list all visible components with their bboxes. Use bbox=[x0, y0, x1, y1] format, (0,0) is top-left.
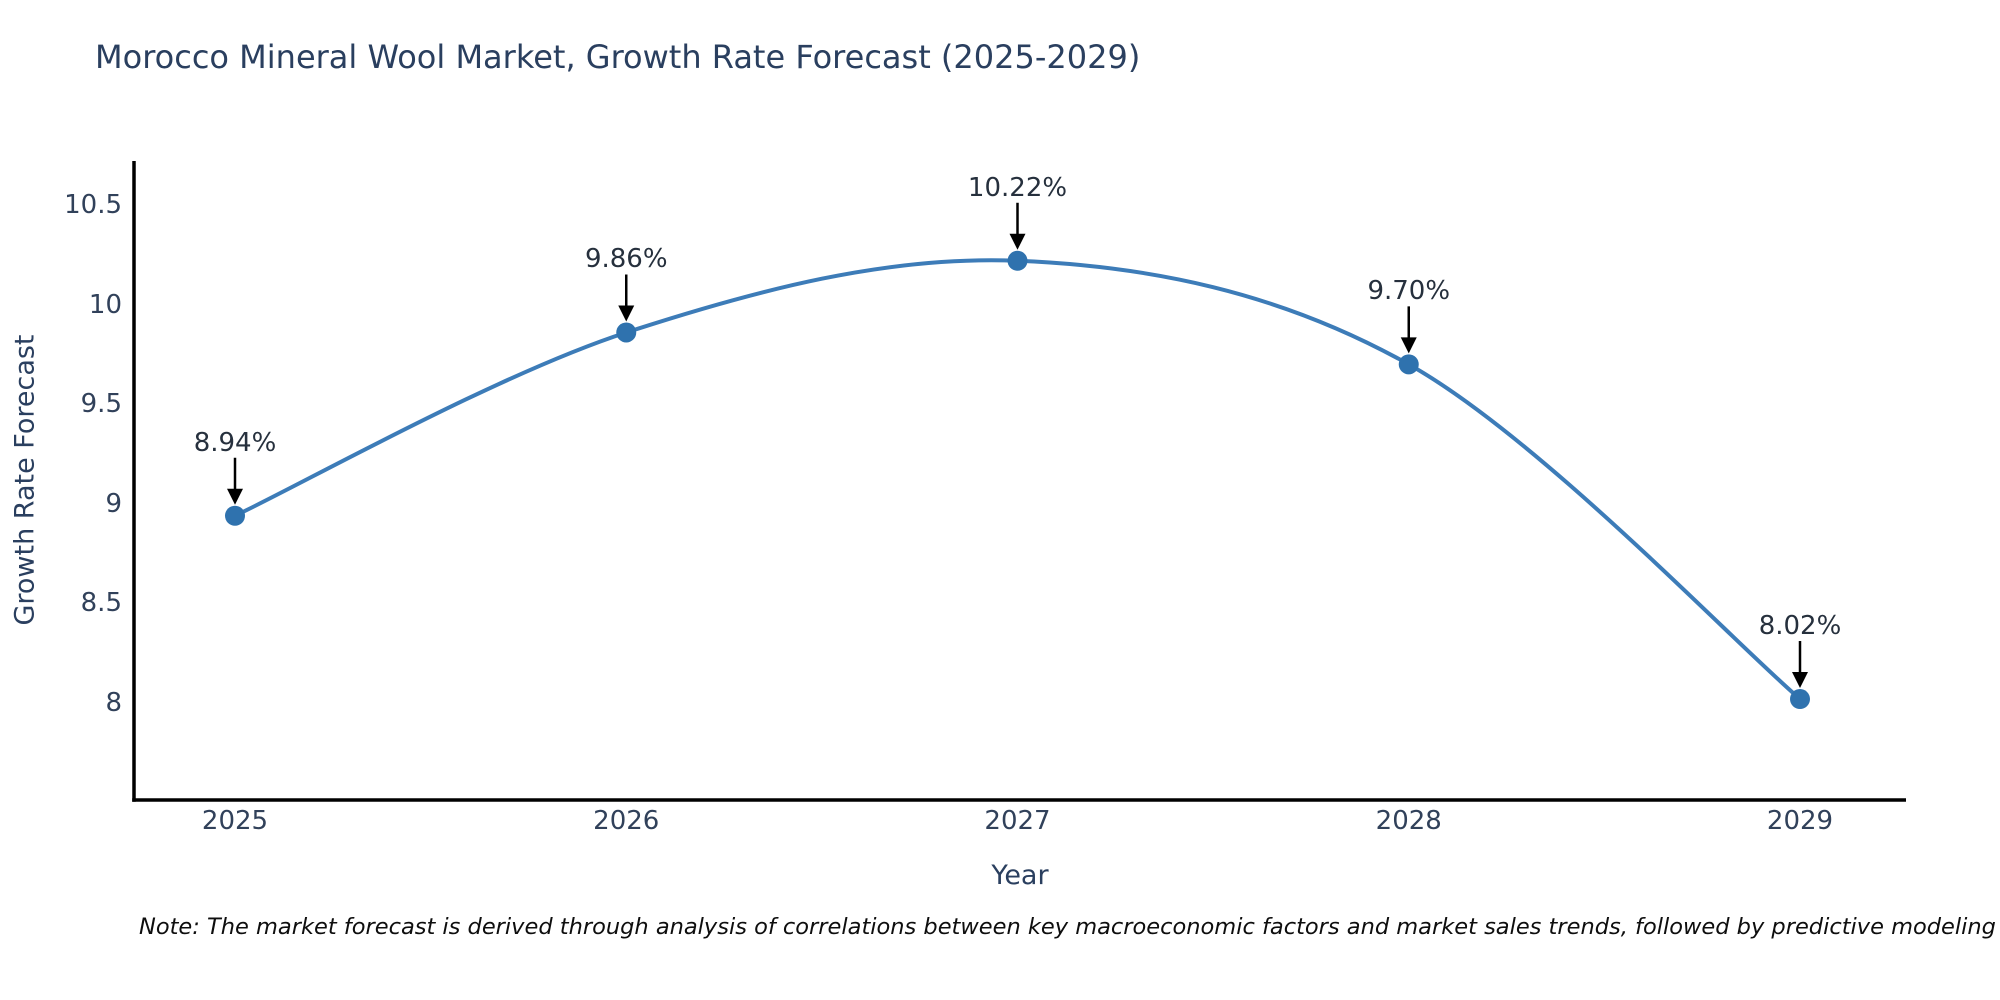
trend-line bbox=[233, 258, 1802, 702]
chart-title: Morocco Mineral Wool Market, Growth Rate… bbox=[95, 38, 1141, 76]
x-axis-title: Year bbox=[991, 860, 1049, 891]
point-annotation-label: 8.94% bbox=[193, 427, 277, 458]
data-point-marker bbox=[616, 322, 637, 343]
point-annotation-label: 8.02% bbox=[1758, 611, 1842, 642]
annotation-arrow-head bbox=[1400, 337, 1417, 354]
y-tick-label: 8.5 bbox=[80, 588, 122, 619]
x-tick-label: 2027 bbox=[984, 806, 1051, 836]
point-annotation-label: 9.86% bbox=[584, 244, 668, 275]
point-annotation-label: 9.70% bbox=[1367, 276, 1451, 307]
footnote: Note: The market forecast is derived thr… bbox=[139, 914, 2000, 940]
data-point-markers bbox=[225, 250, 1810, 710]
x-tick-label: 2026 bbox=[593, 806, 660, 836]
data-point-marker bbox=[1398, 354, 1419, 375]
y-tick-label: 10.5 bbox=[64, 190, 122, 220]
data-point-marker bbox=[1790, 689, 1810, 710]
data-point-marker bbox=[1007, 250, 1028, 271]
annotation-arrow-head bbox=[1009, 233, 1026, 250]
y-tick-label: 8 bbox=[105, 688, 122, 718]
data-point-marker bbox=[225, 505, 245, 526]
annotation-arrow-head bbox=[618, 305, 635, 322]
y-tick-label: 9.5 bbox=[80, 389, 122, 420]
x-tick-label: 2029 bbox=[1766, 806, 1834, 836]
y-tick-label: 9 bbox=[105, 488, 122, 519]
annotation-arrows bbox=[227, 202, 1808, 689]
y-tick-label: 10 bbox=[88, 289, 122, 320]
annotation-arrow-head bbox=[1792, 672, 1808, 689]
point-annotation-label: 10.22% bbox=[967, 172, 1068, 203]
x-tick-label: 2025 bbox=[201, 806, 269, 836]
x-tick-label: 2028 bbox=[1375, 806, 1442, 836]
annotation-arrow-head bbox=[227, 488, 243, 505]
